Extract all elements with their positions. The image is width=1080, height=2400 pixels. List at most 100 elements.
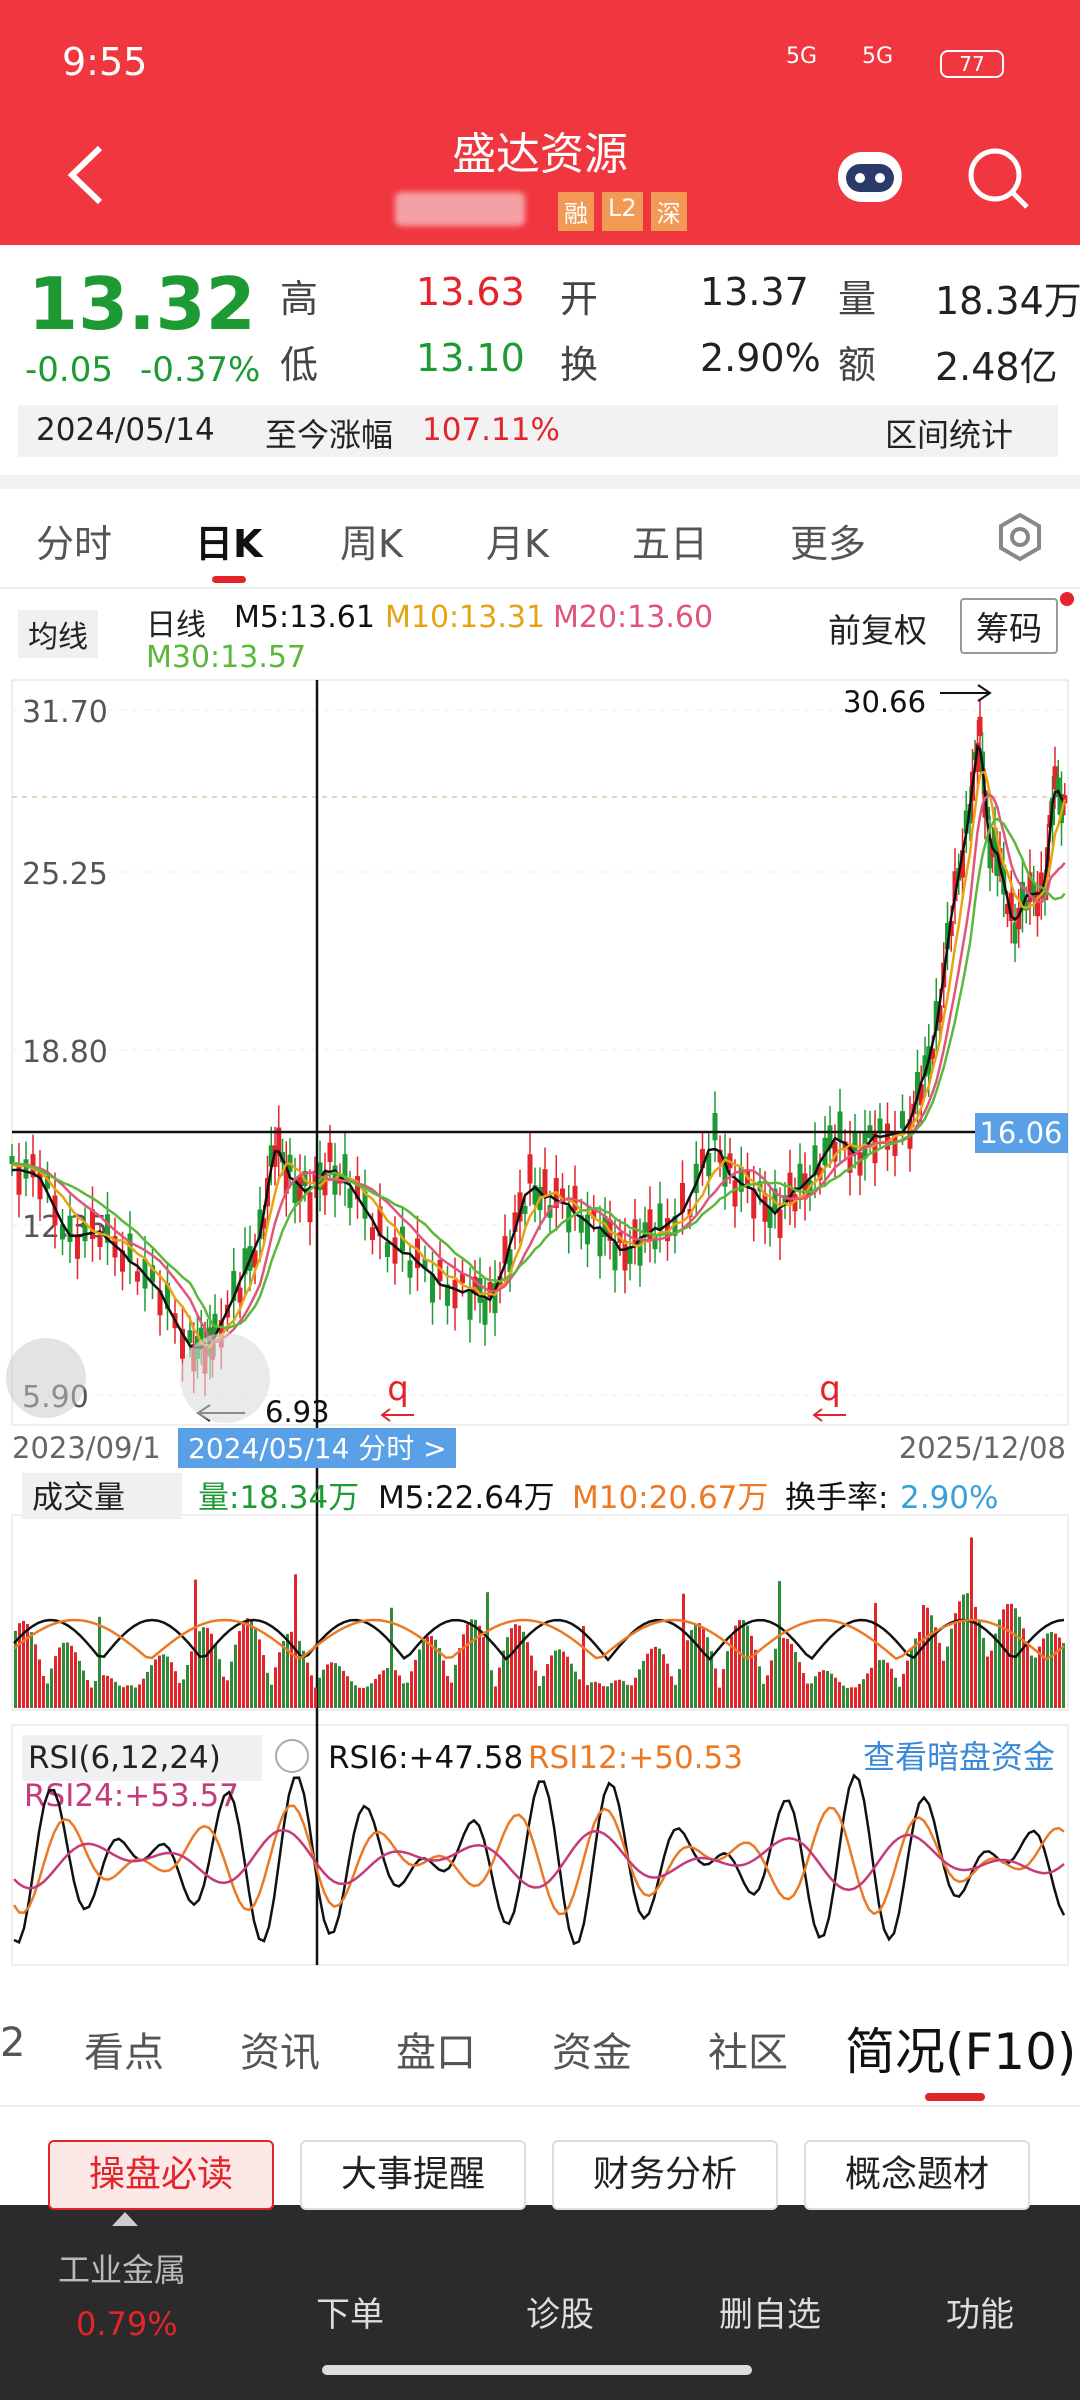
nav-item[interactable]: 诊股 <box>526 2295 594 2335</box>
volume-bar <box>594 1681 597 1708</box>
nav-item[interactable]: 下单 <box>316 2295 384 2335</box>
volume-bar <box>506 1637 509 1708</box>
info-tab[interactable]: 资讯 <box>240 2030 320 2076</box>
volume-bar <box>946 1646 949 1708</box>
info-tab[interactable]: 2 <box>0 2020 26 2066</box>
volume-bar <box>62 1642 65 1708</box>
candle-body <box>198 1327 204 1348</box>
volume-bar <box>474 1619 477 1708</box>
nav-item[interactable]: 删自选 <box>719 2295 821 2335</box>
volume-bar <box>238 1631 241 1708</box>
candle-body <box>632 1219 638 1245</box>
candle-body <box>585 1214 590 1245</box>
volume-bar <box>354 1685 357 1708</box>
time: 9:55 <box>62 40 148 84</box>
nav-item[interactable]: 功能 <box>946 2295 1014 2335</box>
volume-bar <box>738 1620 741 1708</box>
adjust[interactable]: 前复权 <box>828 611 927 650</box>
info-tab[interactable]: 资金 <box>552 2030 632 2076</box>
candle-body <box>268 1145 274 1167</box>
volume-bar <box>274 1667 277 1708</box>
candle-body <box>1042 884 1048 901</box>
candle-body <box>547 1205 553 1218</box>
candle-body <box>872 1133 878 1164</box>
info-button[interactable]: 操盘必读 <box>48 2140 274 2210</box>
candle-body <box>802 1173 808 1200</box>
info-button[interactable]: 概念题材 <box>804 2140 1030 2210</box>
candle-body <box>680 1182 685 1213</box>
candle-body <box>307 1192 313 1223</box>
info-tab[interactable]: 简况(F10) <box>845 2023 1077 2081</box>
period-tab[interactable]: 分时 <box>36 522 113 566</box>
period-tab[interactable]: 五日 <box>632 522 709 566</box>
candle-body <box>16 1165 22 1195</box>
volume-bar <box>602 1686 605 1708</box>
volume-bar <box>586 1685 589 1708</box>
candle-body <box>477 1277 483 1303</box>
ma-line <box>11 771 1066 1349</box>
volume-bar <box>390 1607 393 1708</box>
volume-bar <box>714 1668 717 1708</box>
volume-bar <box>802 1672 805 1708</box>
volume-bar <box>194 1579 197 1708</box>
range-bar[interactable] <box>18 405 1058 457</box>
candle-body <box>492 1283 498 1314</box>
candle-body <box>517 1192 523 1222</box>
search-icon[interactable] <box>965 145 1035 215</box>
candle-body <box>342 1154 348 1184</box>
volume-bar <box>882 1659 885 1708</box>
candle-body <box>1062 795 1068 804</box>
rsi-selector: RSI(6,12,24) <box>28 1740 221 1776</box>
candle-body <box>542 1169 548 1197</box>
tag: 融 <box>558 192 594 231</box>
volume-bar <box>330 1662 333 1708</box>
candle-body <box>930 1048 935 1060</box>
info-button[interactable]: 财务分析 <box>552 2140 778 2210</box>
range-stats[interactable]: 区间统计 <box>885 416 1014 454</box>
cursor-date-box <box>178 1428 456 1468</box>
volume-bar <box>178 1682 181 1708</box>
volume-bar <box>926 1607 929 1708</box>
info-button[interactable]: 大事提醒 <box>300 2140 526 2210</box>
period-tab[interactable]: 日K <box>195 522 263 566</box>
volume-bar <box>890 1668 893 1708</box>
period-tab[interactable]: 周K <box>340 522 403 566</box>
ma-selector[interactable]: 均线 <box>18 610 98 658</box>
candle-body <box>430 1274 435 1303</box>
field-label: 高 <box>280 277 319 321</box>
candle-body <box>852 1131 858 1151</box>
volume-bar <box>998 1619 1001 1708</box>
volume-bar <box>878 1660 881 1708</box>
change: -0.05 <box>25 350 113 390</box>
period-tab[interactable]: 更多 <box>790 522 867 566</box>
volume-bar <box>1038 1646 1041 1708</box>
info-tab[interactable]: 看点 <box>84 2030 164 2076</box>
volume-bar <box>102 1675 105 1708</box>
period-tab[interactable]: 月K <box>486 522 549 566</box>
volume-bar <box>734 1625 737 1708</box>
back-button[interactable] <box>60 140 110 210</box>
settings-icon[interactable] <box>995 512 1045 562</box>
info-tab[interactable]: 社区 <box>708 2030 788 2076</box>
volume-bar <box>74 1652 77 1708</box>
volume-bar <box>22 1620 25 1708</box>
candle-body <box>847 1143 853 1173</box>
volume-bar <box>1018 1616 1021 1708</box>
volume-bar <box>282 1640 285 1708</box>
robot-icon[interactable] <box>830 140 910 210</box>
volume-bar <box>386 1667 389 1708</box>
volume-bar <box>1002 1609 1005 1708</box>
volume-bar <box>994 1633 997 1708</box>
candle-body <box>407 1260 413 1278</box>
volume-selector: 成交量 <box>32 1480 125 1516</box>
volume-bar <box>14 1630 17 1708</box>
volume-bar <box>290 1631 293 1708</box>
volume-bar <box>838 1681 841 1708</box>
candle-body <box>37 1171 43 1200</box>
info-tab[interactable]: 盘口 <box>396 2030 476 2076</box>
chips-button[interactable]: 筹码 <box>960 598 1058 654</box>
rsi-frame <box>11 1724 1069 1966</box>
rsi12: RSI12:+50.53 <box>528 1740 743 1776</box>
sector[interactable]: 工业金属 <box>58 2251 187 2289</box>
